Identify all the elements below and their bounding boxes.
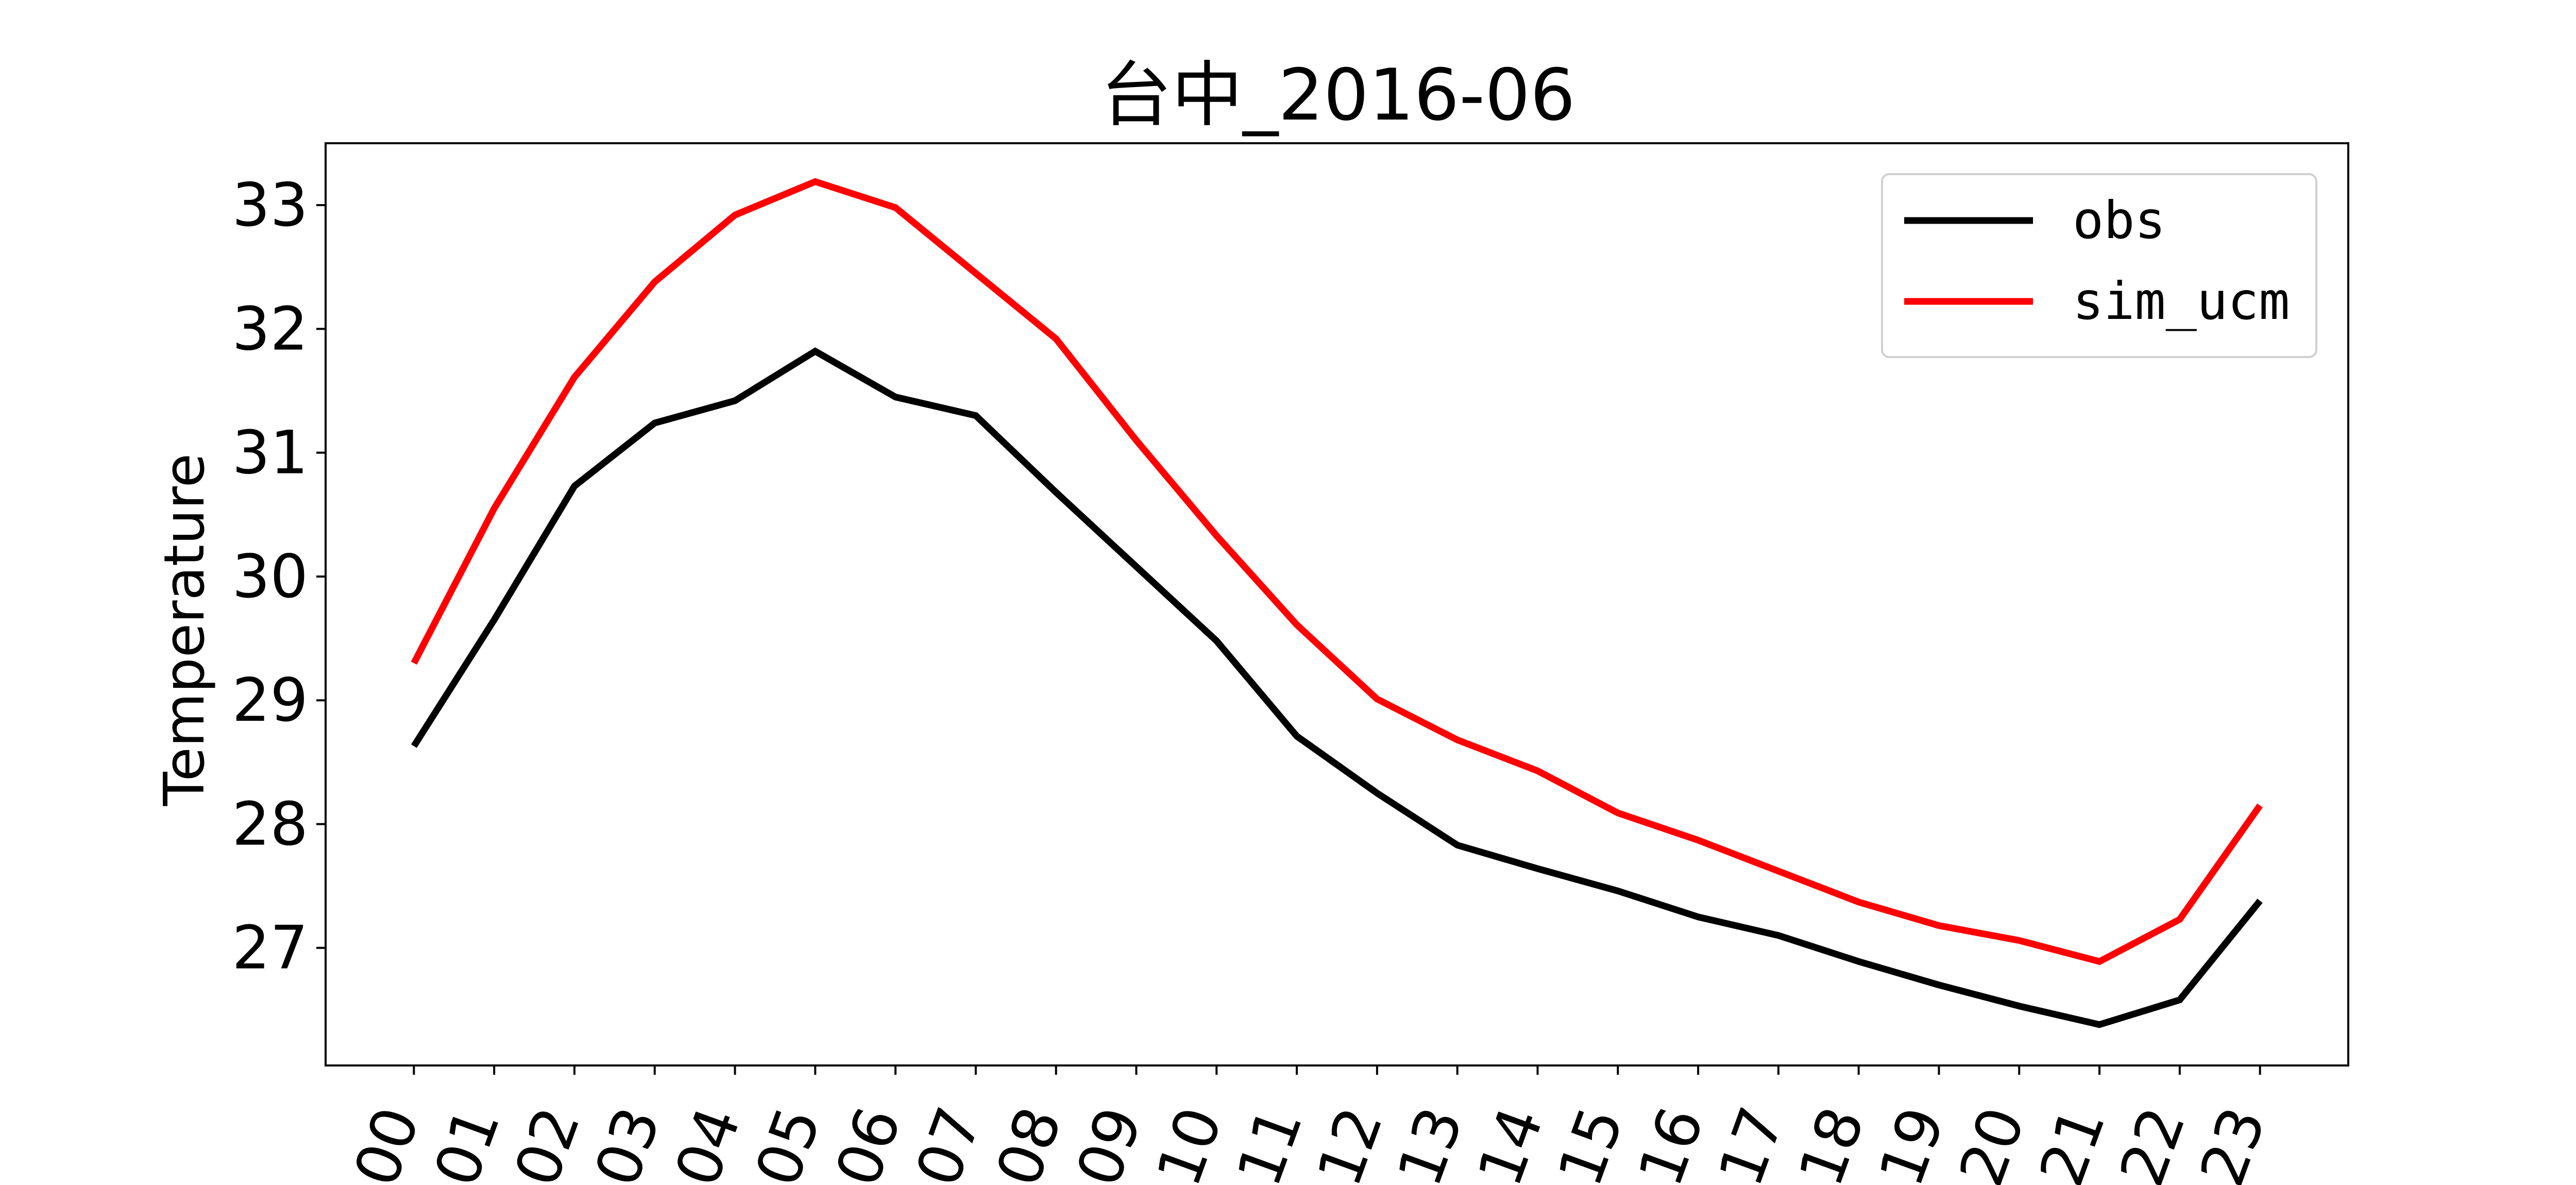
- axes-frame: [325, 142, 2349, 1066]
- y-tick-label: 31: [232, 418, 308, 488]
- y-tick-label: 29: [232, 666, 308, 735]
- legend-label-sim-ucm: sim_ucm: [2073, 271, 2290, 331]
- chart-title: 台中_2016-06: [1100, 54, 1575, 137]
- y-tick-label: 32: [232, 294, 308, 364]
- y-tick-label: 33: [232, 171, 308, 240]
- series-line-obs: [411, 347, 2263, 1028]
- y-tick-label: 28: [232, 789, 308, 859]
- y-axis: 27 28 29 30 31 32 33: [232, 171, 326, 983]
- y-tick-label: 27: [232, 913, 308, 983]
- y-tick-label: 30: [232, 542, 308, 612]
- series-group: [411, 178, 2263, 1028]
- y-axis-label: Temperature: [152, 453, 217, 806]
- series-line-sim-ucm: [411, 178, 2263, 966]
- legend-label-obs: obs: [2073, 190, 2166, 250]
- legend: obs sim_ucm: [1881, 173, 2317, 358]
